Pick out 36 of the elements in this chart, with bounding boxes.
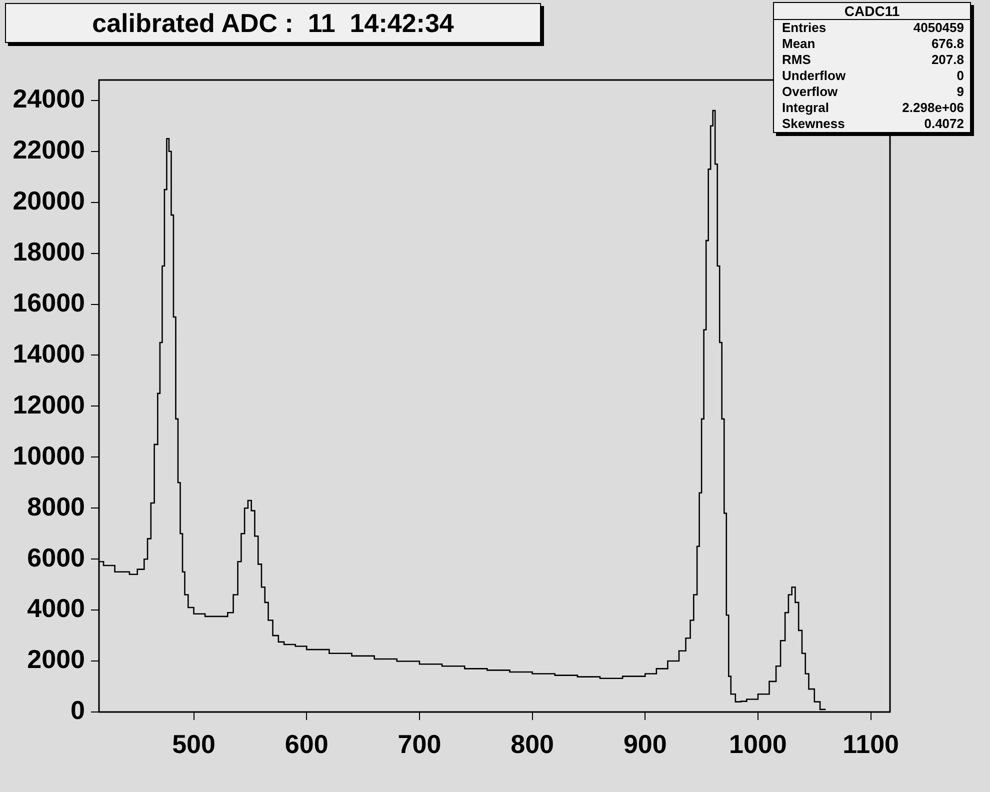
y-tick-label: 14000 xyxy=(12,338,85,368)
text: 207.8 xyxy=(931,52,964,68)
x-tick-label: 900 xyxy=(623,728,667,759)
x-tick-label: 1000 xyxy=(729,728,787,759)
x-tick-label: 600 xyxy=(284,728,328,759)
annotation: Integral xyxy=(782,100,829,116)
y-tick-label: 16000 xyxy=(12,287,85,318)
text: 676.8 xyxy=(931,36,964,52)
y-tick-label: 24000 xyxy=(12,84,85,114)
x-tick-label: 1100 xyxy=(842,728,900,759)
y-tick-label: 12000 xyxy=(12,389,85,420)
y-tick-label: 10000 xyxy=(12,440,85,470)
y-tick-label: 2000 xyxy=(27,644,85,674)
text: 2.298e+06 xyxy=(902,100,964,116)
y-tick-label: 22000 xyxy=(12,134,85,165)
y-tick-label: 0 xyxy=(70,695,85,726)
annotation: Overflow xyxy=(782,84,838,100)
y-tick-label: 4000 xyxy=(27,593,85,624)
y-tick-label: 6000 xyxy=(27,542,85,572)
text: Mean xyxy=(782,36,816,52)
chart-title: calibrated ADC : 11 14:42:34 xyxy=(5,3,541,43)
text: 0.4072 xyxy=(924,116,964,132)
x-tick-label: 500 xyxy=(172,728,216,759)
x-tick-label: 800 xyxy=(510,728,554,759)
text: 4050459 xyxy=(913,20,964,36)
y-tick-label: 8000 xyxy=(27,491,85,522)
text: 9 xyxy=(956,84,964,100)
x-tick-label: 700 xyxy=(398,728,442,759)
y-tick-label: 20000 xyxy=(12,185,85,216)
text: CADC11 xyxy=(774,3,970,20)
text: 0 xyxy=(956,68,964,84)
annotation: Skewness xyxy=(782,116,845,132)
annotation: Underflow xyxy=(782,68,846,84)
text: RMS xyxy=(782,52,811,68)
text: Entries xyxy=(782,20,826,36)
y-tick-label: 18000 xyxy=(12,236,85,266)
